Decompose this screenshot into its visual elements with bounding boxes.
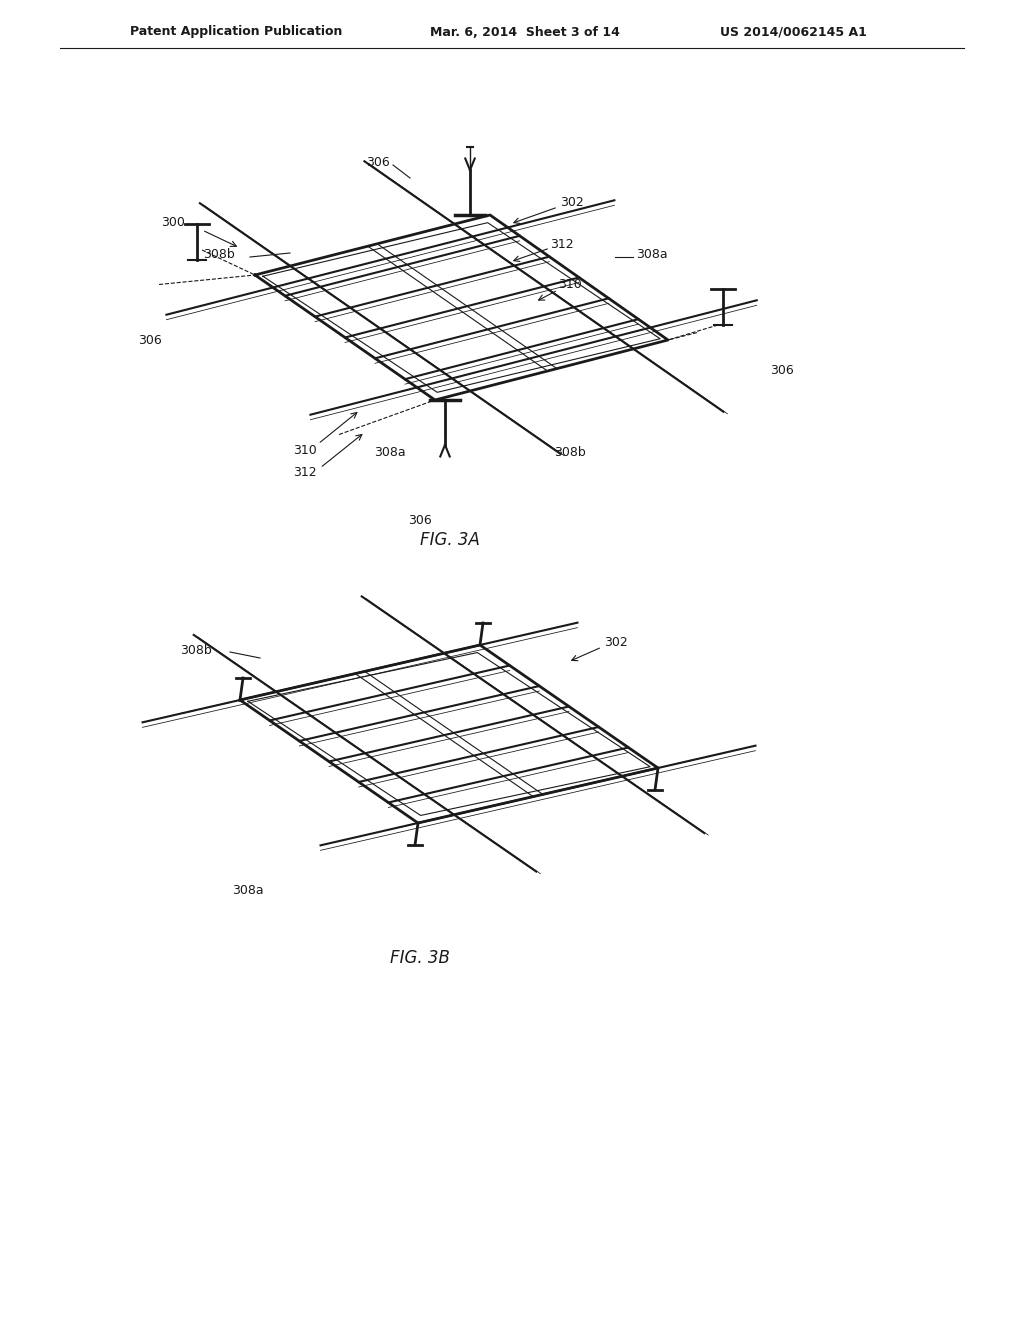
Text: Mar. 6, 2014  Sheet 3 of 14: Mar. 6, 2014 Sheet 3 of 14 <box>430 25 620 38</box>
Text: 310: 310 <box>293 444 316 457</box>
Text: 310: 310 <box>558 279 582 292</box>
Text: 308a: 308a <box>374 446 406 458</box>
Text: 306: 306 <box>367 156 390 169</box>
Text: US 2014/0062145 A1: US 2014/0062145 A1 <box>720 25 867 38</box>
Text: 308a: 308a <box>636 248 668 261</box>
Text: 306: 306 <box>409 513 432 527</box>
Text: 312: 312 <box>550 239 573 252</box>
Text: FIG. 3A: FIG. 3A <box>420 531 480 549</box>
Text: 312: 312 <box>293 466 316 479</box>
Text: 308a: 308a <box>232 883 264 896</box>
Text: 308b: 308b <box>180 644 212 656</box>
Text: 308b: 308b <box>554 446 586 458</box>
Text: 306: 306 <box>138 334 162 346</box>
Text: 308b: 308b <box>203 248 234 261</box>
Text: FIG. 3B: FIG. 3B <box>390 949 450 968</box>
Text: 302: 302 <box>604 635 628 648</box>
Text: 300: 300 <box>161 215 185 228</box>
Text: 302: 302 <box>560 195 584 209</box>
Text: Patent Application Publication: Patent Application Publication <box>130 25 342 38</box>
Text: 306: 306 <box>770 363 794 376</box>
